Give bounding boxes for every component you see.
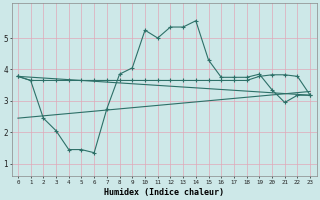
X-axis label: Humidex (Indice chaleur): Humidex (Indice chaleur) <box>104 188 224 197</box>
